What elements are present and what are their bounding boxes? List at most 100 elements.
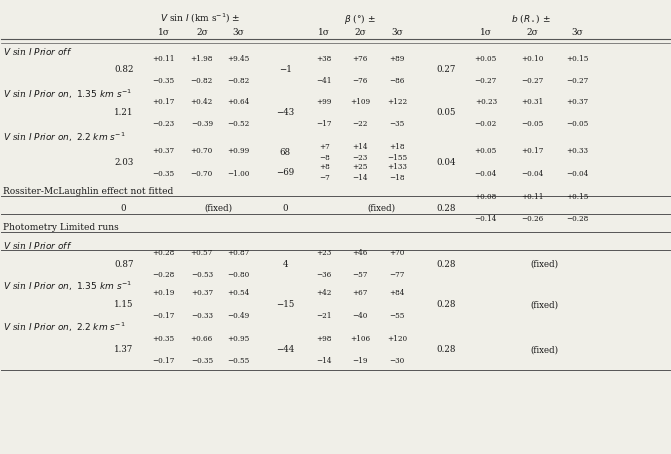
Text: 2σ: 2σ	[196, 29, 208, 38]
Text: 4: 4	[282, 260, 288, 268]
Text: −0.17: −0.17	[152, 312, 175, 320]
Text: +0.33: +0.33	[566, 147, 588, 155]
Text: +0.66: +0.66	[191, 335, 213, 342]
Text: +0.95: +0.95	[227, 335, 250, 342]
Text: 3σ: 3σ	[233, 29, 244, 38]
Text: −30: −30	[389, 357, 405, 365]
Text: +0.05: +0.05	[474, 147, 497, 155]
Text: 1σ: 1σ	[318, 29, 330, 38]
Text: $V$ sin $I$ $Prior\ off$: $V$ sin $I$ $Prior\ off$	[3, 241, 72, 252]
Text: +0.42: +0.42	[191, 98, 213, 106]
Text: +0.37: +0.37	[191, 289, 213, 297]
Text: $V$ sin $I$ $Prior\ on,\ 1.35\ km\ s^{-1}$: $V$ sin $I$ $Prior\ on,\ 1.35\ km\ s^{-1…	[3, 280, 132, 293]
Text: +84: +84	[389, 289, 405, 297]
Text: −0.35: −0.35	[153, 170, 175, 178]
Text: +109: +109	[350, 98, 370, 106]
Text: +0.15: +0.15	[566, 193, 588, 201]
Text: −0.39: −0.39	[191, 120, 213, 128]
Text: 0.28: 0.28	[436, 260, 456, 268]
Text: −0.26: −0.26	[521, 215, 544, 223]
Text: −15: −15	[276, 300, 295, 309]
Text: +0.99: +0.99	[227, 147, 250, 155]
Text: +76: +76	[352, 55, 368, 63]
Text: 0: 0	[282, 203, 289, 212]
Text: 2σ: 2σ	[354, 29, 366, 38]
Text: 2.03: 2.03	[114, 158, 134, 167]
Text: −22: −22	[352, 120, 368, 128]
Text: 1.21: 1.21	[114, 109, 134, 117]
Text: +0.23: +0.23	[475, 98, 497, 106]
Text: −41: −41	[317, 77, 332, 85]
Text: −0.33: −0.33	[191, 312, 213, 320]
Text: +98: +98	[317, 335, 332, 342]
Text: −0.53: −0.53	[191, 271, 213, 279]
Text: 0.27: 0.27	[436, 65, 456, 74]
Text: −44: −44	[276, 345, 295, 354]
Text: +0.05: +0.05	[474, 55, 497, 63]
Text: +120: +120	[387, 335, 407, 342]
Text: −0.17: −0.17	[152, 357, 175, 365]
Text: $V$ sin $I$ $Prior\ on,\ 2.2\ km\ s^{-1}$: $V$ sin $I$ $Prior\ on,\ 2.2\ km\ s^{-1}…	[3, 131, 125, 144]
Text: +23: +23	[317, 249, 331, 257]
Text: +0.37: +0.37	[153, 147, 175, 155]
Text: −0.05: −0.05	[566, 120, 588, 128]
Text: +0.08: +0.08	[474, 193, 497, 201]
Text: −86: −86	[389, 77, 405, 85]
Text: −7: −7	[319, 174, 329, 182]
Text: −0.14: −0.14	[474, 215, 497, 223]
Text: Photometry Limited runs: Photometry Limited runs	[3, 223, 119, 232]
Text: −155: −155	[387, 153, 407, 162]
Text: +0.10: +0.10	[521, 55, 544, 63]
Text: +1.98: +1.98	[191, 55, 213, 63]
Text: −0.80: −0.80	[227, 271, 250, 279]
Text: −0.27: −0.27	[521, 77, 544, 85]
Text: −17: −17	[317, 120, 332, 128]
Text: 0.87: 0.87	[114, 260, 134, 268]
Text: +70: +70	[389, 249, 405, 257]
Text: 1.37: 1.37	[114, 345, 134, 354]
Text: +0.87: +0.87	[227, 249, 250, 257]
Text: +0.70: +0.70	[191, 147, 213, 155]
Text: +0.28: +0.28	[152, 249, 175, 257]
Text: −0.70: −0.70	[191, 170, 213, 178]
Text: $V$ sin $I$ (km s$^{-1}$) $\pm$: $V$ sin $I$ (km s$^{-1}$) $\pm$	[160, 12, 240, 25]
Text: −0.27: −0.27	[566, 77, 588, 85]
Text: $\beta$ (°) $\pm$: $\beta$ (°) $\pm$	[344, 11, 376, 25]
Text: −43: −43	[276, 109, 295, 117]
Text: $V$ sin $I$ $Prior\ on,\ 1.35\ km\ s^{-1}$: $V$ sin $I$ $Prior\ on,\ 1.35\ km\ s^{-1…	[3, 88, 132, 102]
Text: −0.04: −0.04	[474, 170, 497, 178]
Text: −8: −8	[319, 153, 329, 162]
Text: 68: 68	[280, 148, 291, 157]
Text: −0.82: −0.82	[227, 77, 250, 85]
Text: 0.28: 0.28	[436, 203, 456, 212]
Text: (fixed): (fixed)	[531, 345, 559, 354]
Text: −14: −14	[317, 357, 332, 365]
Text: −0.28: −0.28	[566, 215, 588, 223]
Text: 1σ: 1σ	[158, 29, 170, 38]
Text: +8: +8	[319, 163, 329, 172]
Text: −76: −76	[352, 77, 368, 85]
Text: 3σ: 3σ	[391, 29, 403, 38]
Text: −36: −36	[317, 271, 331, 279]
Text: +0.35: +0.35	[153, 335, 175, 342]
Text: +9.45: +9.45	[227, 55, 250, 63]
Text: −0.55: −0.55	[227, 357, 250, 365]
Text: 0.05: 0.05	[436, 109, 456, 117]
Text: −0.04: −0.04	[566, 170, 588, 178]
Text: (fixed): (fixed)	[205, 203, 233, 212]
Text: +99: +99	[317, 98, 332, 106]
Text: +46: +46	[352, 249, 368, 257]
Text: −0.35: −0.35	[191, 357, 213, 365]
Text: −69: −69	[276, 168, 295, 177]
Text: 0.04: 0.04	[436, 158, 456, 167]
Text: +0.17: +0.17	[152, 98, 175, 106]
Text: 2σ: 2σ	[527, 29, 539, 38]
Text: +14: +14	[352, 143, 368, 151]
Text: −14: −14	[352, 174, 368, 182]
Text: +122: +122	[387, 98, 407, 106]
Text: +38: +38	[317, 55, 331, 63]
Text: −0.02: −0.02	[474, 120, 497, 128]
Text: +0.17: +0.17	[521, 147, 544, 155]
Text: +0.11: +0.11	[152, 55, 175, 63]
Text: −23: −23	[352, 153, 368, 162]
